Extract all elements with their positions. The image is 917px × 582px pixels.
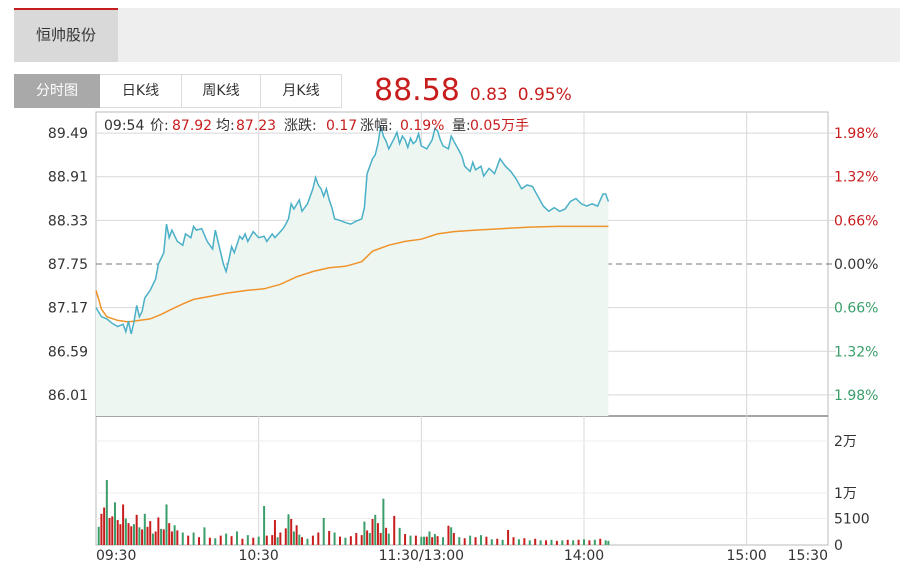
info-avg: 87.23 xyxy=(236,118,276,134)
last-price: 88.58 xyxy=(374,73,460,108)
y-price-tick: 88.33 xyxy=(48,213,88,229)
info-pct: 0.19% xyxy=(400,118,444,134)
period-tabs: 分时图 日K线 周K线 月K线 xyxy=(14,74,342,108)
y-price-tick: 86.59 xyxy=(48,344,88,360)
x-time-tick: 11:30/13:00 xyxy=(379,548,464,564)
y-price-tick: 88.91 xyxy=(48,170,88,186)
y-volume-tick: 1万 xyxy=(834,486,857,502)
tab-daily-k[interactable]: 日K线 xyxy=(100,74,182,108)
y-price-tick: 86.01 xyxy=(48,388,88,404)
info-avg-label: 均: xyxy=(216,118,235,134)
y-volume-tick: 2万 xyxy=(834,434,857,450)
quote: 88.58 0.83 0.95% xyxy=(374,74,572,108)
stock-tab-bar: 恒帅股份 xyxy=(14,8,900,62)
x-time-tick: 15:00 xyxy=(726,548,766,564)
y-price-tick: 87.75 xyxy=(48,257,88,273)
y-pct-tick: 1.32% xyxy=(834,170,878,186)
y-pct-tick: 0.66% xyxy=(834,213,878,229)
tab-intraday[interactable]: 分时图 xyxy=(14,74,100,108)
y-price-tick: 87.17 xyxy=(48,301,88,317)
x-time-tick: 15:30 xyxy=(788,548,828,564)
info-volume-label: 量: xyxy=(452,118,471,134)
info-time: 09:54 xyxy=(104,118,144,134)
x-time-tick: 09:30 xyxy=(96,548,136,564)
stock-tab[interactable]: 恒帅股份 xyxy=(14,8,118,62)
price-line xyxy=(95,126,610,335)
y-pct-tick: 1.98% xyxy=(834,126,878,142)
info-change: 0.17 xyxy=(326,118,357,134)
y-pct-tick: 0.00% xyxy=(834,257,878,273)
y-volume-tick: 0 xyxy=(834,538,843,554)
info-pct-label: 涨幅: xyxy=(360,118,393,134)
price-change: 0.83 xyxy=(469,85,508,105)
tab-monthly-k[interactable]: 月K线 xyxy=(261,74,342,108)
y-price-tick: 89.49 xyxy=(48,126,88,142)
info-change-label: 涨跌: xyxy=(284,118,317,134)
info-price: 87.92 xyxy=(172,118,212,134)
info-price-label: 价: xyxy=(150,118,169,134)
y-pct-tick: 0.66% xyxy=(834,301,878,317)
y-volume-tick: 5100 xyxy=(834,511,870,527)
y-pct-tick: 1.32% xyxy=(834,344,878,360)
info-volume: 0.05万手 xyxy=(470,118,529,134)
price-change-pct: 0.95% xyxy=(517,85,572,105)
price-area xyxy=(96,126,609,417)
y-pct-tick: 1.98% xyxy=(834,388,878,404)
tab-weekly-k[interactable]: 周K线 xyxy=(182,74,261,108)
x-time-tick: 14:00 xyxy=(564,548,604,564)
x-time-tick: 10:30 xyxy=(238,548,278,564)
